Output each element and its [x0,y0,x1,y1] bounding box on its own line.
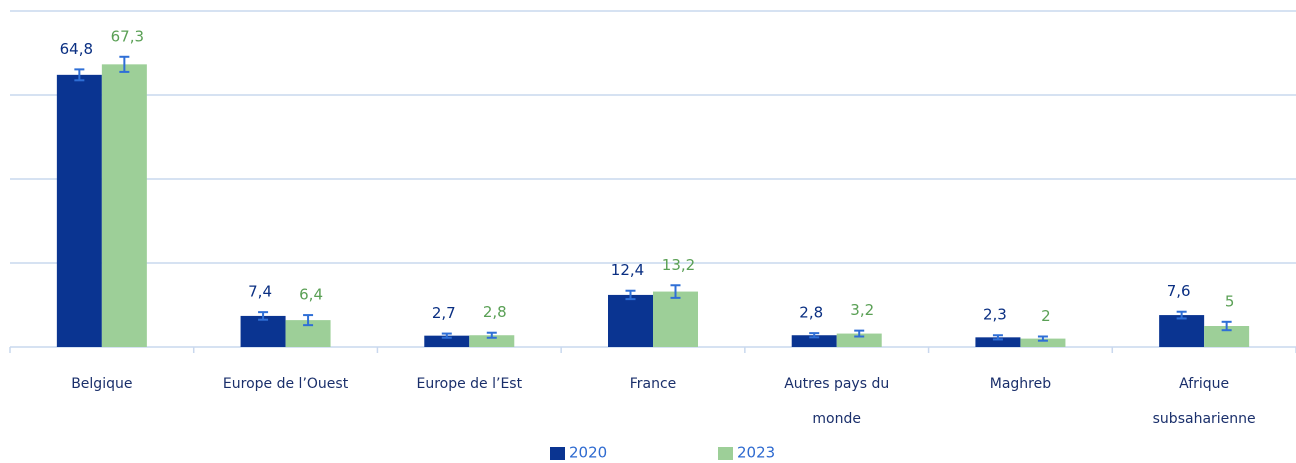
x-tick-label: Afrique subsaharienne [1152,376,1256,427]
value-label: 5 [1225,292,1235,310]
error-bar [1176,310,1187,320]
value-label: 67,3 [111,27,144,45]
value-label: 6,4 [299,286,323,304]
x-tick-label: France [629,376,677,392]
bar [1204,326,1250,347]
bar [240,315,286,347]
error-bar [258,311,269,321]
error-bar [670,284,681,299]
value-label: 7,4 [248,283,272,301]
error-bar [992,334,1003,341]
value-label: 2,8 [483,303,507,321]
error-bar [809,332,820,339]
x-tick-label: Europe de l’Ouest [222,376,349,392]
value-label: 7,6 [1167,282,1191,300]
error-bar [854,329,865,338]
bar [424,335,470,347]
error-bar [441,332,452,339]
legend-swatch [550,447,565,460]
value-label: 2,3 [983,306,1007,324]
legend-label: 2023 [737,444,775,462]
x-tick-label: Autres pays du monde [784,376,890,427]
bar [653,291,698,347]
bar [101,64,147,347]
value-label: 12,4 [611,261,644,279]
bar [975,337,1021,347]
value-label: 2 [1041,307,1051,325]
bar [1159,315,1205,347]
error-bar [1037,335,1048,342]
x-tick-label: Europe de l’Est [416,376,523,392]
error-bar [486,331,497,339]
bar [791,335,837,347]
error-bar [1221,320,1232,332]
value-label: 2,7 [432,304,456,322]
value-label: 2,8 [799,304,823,322]
bar [469,335,515,347]
x-tick-label: Belgique [71,376,133,392]
value-label: 64,8 [60,40,93,58]
value-label: 3,2 [850,301,874,319]
value-label: 13,2 [662,256,695,274]
bar [836,333,882,347]
error-bar [625,289,636,301]
error-bar [119,55,130,73]
error-bar [303,314,314,327]
legend-swatch [718,447,733,460]
bar [608,294,653,347]
x-tick-label: Maghreb [989,376,1052,392]
bar [56,74,102,347]
legend-label: 2020 [569,444,607,462]
error-bar [74,68,85,82]
bar [1020,338,1066,347]
